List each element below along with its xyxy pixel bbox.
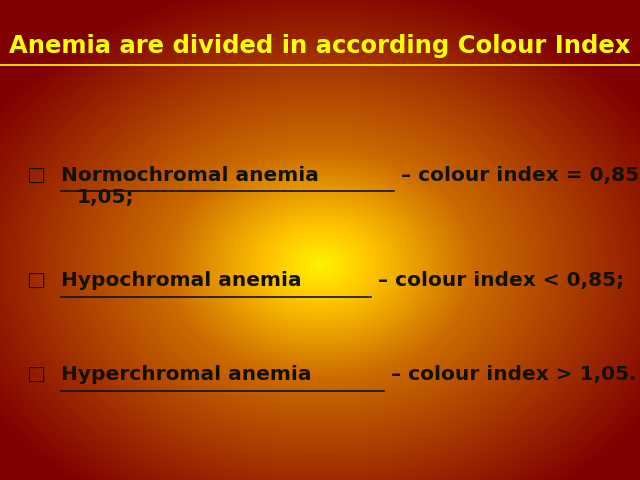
Text: Hyperchromal anemia: Hyperchromal anemia bbox=[61, 365, 311, 384]
Text: 1,05;: 1,05; bbox=[77, 188, 134, 206]
Text: □: □ bbox=[26, 365, 45, 384]
Text: □: □ bbox=[26, 166, 45, 185]
Text: – colour index < 0,85;: – colour index < 0,85; bbox=[371, 271, 625, 290]
Text: Normochromal anemia: Normochromal anemia bbox=[61, 166, 319, 185]
Text: □: □ bbox=[26, 271, 45, 290]
Text: – colour index = 0,85 -: – colour index = 0,85 - bbox=[394, 166, 640, 185]
Text: Hypochromal anemia: Hypochromal anemia bbox=[61, 271, 301, 290]
Text: – colour index > 1,05.: – colour index > 1,05. bbox=[384, 365, 637, 384]
Text: Anemia are divided in according Colour Index: Anemia are divided in according Colour I… bbox=[10, 34, 630, 58]
